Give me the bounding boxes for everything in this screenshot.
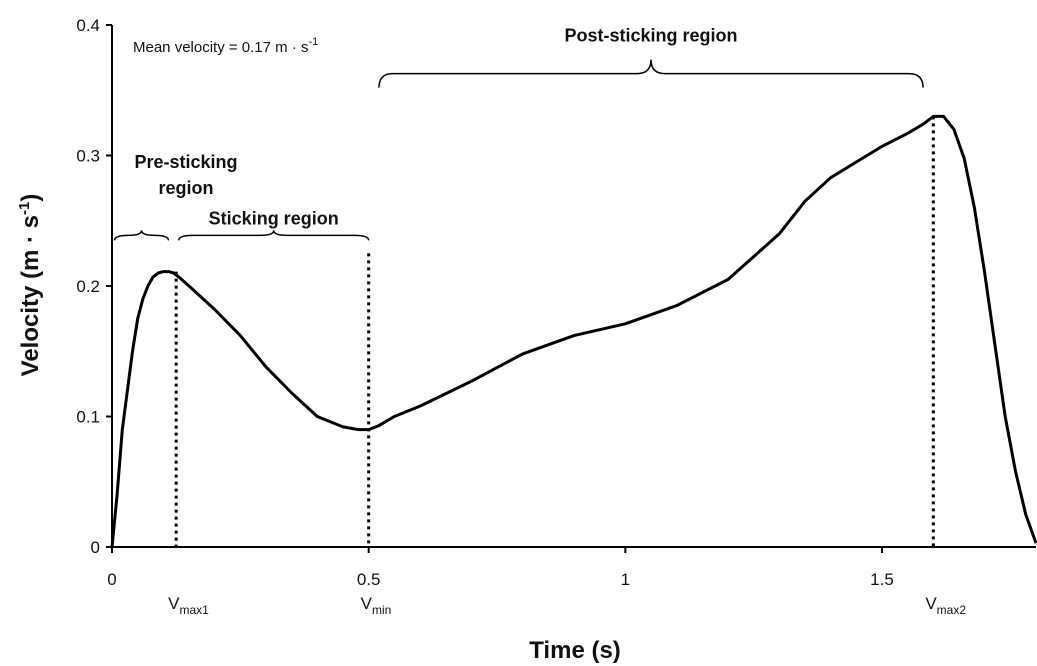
y-tick-label: 0.1 [76, 408, 100, 427]
y-tick-label: 0.3 [76, 147, 100, 166]
marker-label-max2: Vmax2 [925, 594, 966, 617]
region-label: region [158, 178, 213, 198]
y-axis-ticks: 0 0.1 0.2 0.3 0.4 [76, 16, 112, 557]
y-tick-label: 0.4 [76, 16, 100, 35]
y-tick-label: 0 [91, 538, 100, 557]
y-axis-title: Velocity (m · s-1) [16, 194, 44, 377]
region-label: Sticking region [209, 208, 339, 228]
marker-label-min: Vmin [361, 594, 392, 617]
velocity-series-line [110, 114, 1037, 548]
x-tick-label: 0 [107, 570, 116, 589]
region-label: Pre-sticking [134, 152, 237, 172]
region-bracket [378, 59, 924, 88]
region-label: Post-sticking region [564, 26, 737, 46]
plot-area: 0 0.1 0.2 0.3 0.4 0 0.5 1 1.5 Vmax1 Vmin Vmax2 Pr… [76, 16, 1037, 617]
x-tick-label: 0.5 [357, 570, 381, 589]
marker-label-max1: Vmax1 [168, 594, 209, 617]
x-axis-ticks: 0 0.5 1 1.5 [107, 547, 894, 589]
x-tick-label: 1.5 [870, 570, 894, 589]
y-tick-label: 0.2 [76, 277, 100, 296]
mean-velocity-annotation: Mean velocity = 0.17 m · s-1 [133, 36, 318, 56]
x-tick-label: 1 [621, 570, 630, 589]
x-axis-title: Time (s) [529, 637, 621, 664]
reference-lines: Vmax1 Vmin Vmax2 [168, 116, 966, 617]
region-bracket [177, 230, 370, 241]
region-bracket [113, 230, 170, 241]
region-brackets: Pre-sticking region Sticking region Post-st… [113, 26, 924, 241]
